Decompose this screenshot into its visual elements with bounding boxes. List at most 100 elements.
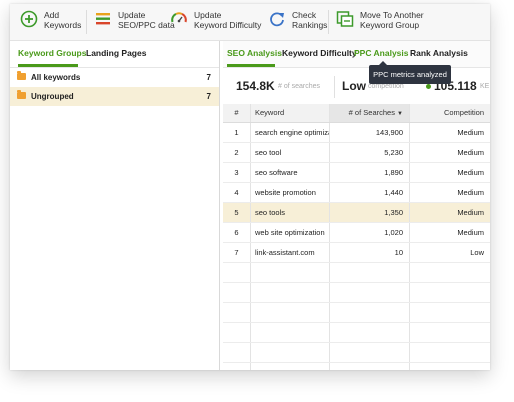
cell-searches: 5,230 <box>330 143 410 162</box>
keyword-groups-panel: Keyword Groups Landing Pages All keyword… <box>10 41 220 370</box>
cell-keyword: seo tools <box>251 203 330 222</box>
empty-cell <box>251 263 330 282</box>
tab-landing-pages[interactable]: Landing Pages <box>86 48 147 58</box>
cell-searches: 1,440 <box>330 183 410 202</box>
tab-rank-analysis[interactable]: Rank Analysis <box>410 48 468 58</box>
cell-competition: Medium <box>457 168 484 177</box>
move-keyword-group-button[interactable]: Move To Another Keyword Group <box>336 10 424 36</box>
empty-cell <box>223 263 251 282</box>
cell-competition: Medium <box>457 128 484 137</box>
app-window: Add Keywords Update SEO/PPC data Update … <box>10 4 490 370</box>
sort-desc-icon: ▼ <box>397 111 403 117</box>
empty-row <box>223 363 490 370</box>
table-row[interactable]: 7 link-assistant.com 10 Low <box>223 243 490 263</box>
cell-keyword: link-assistant.com <box>251 243 330 262</box>
empty-cell <box>223 363 251 370</box>
table-row[interactable]: 2 seo tool 5,230 Medium <box>223 143 490 163</box>
cell-competition: Medium <box>457 228 484 237</box>
table-row[interactable]: 4 website promotion 1,440 Medium <box>223 183 490 203</box>
check-rankings-button[interactable]: Check Rankings <box>268 10 327 36</box>
update-data-icon <box>96 13 110 25</box>
cell-searches: 143,900 <box>330 123 410 142</box>
ppc-tooltip: PPC metrics analyzed <box>369 61 451 84</box>
header-searches-label: # of Searches <box>348 108 395 117</box>
empty-cell <box>223 343 251 362</box>
toolbar-divider <box>86 10 87 34</box>
move-keyword-group-label: Move To Another Keyword Group <box>360 10 424 30</box>
empty-cell <box>251 303 330 322</box>
table-row[interactable]: 1 search engine optimiza 143,900 Medium <box>223 123 490 143</box>
empty-cell <box>330 263 410 282</box>
cell-number: 2 <box>223 143 251 162</box>
empty-cell <box>410 363 490 370</box>
group-name: Ungrouped <box>31 92 74 101</box>
cell-keyword: search engine optimiza <box>251 123 330 142</box>
cell-number: 3 <box>223 163 251 182</box>
empty-cell <box>410 283 490 302</box>
tab-keyword-groups[interactable]: Keyword Groups <box>18 48 87 58</box>
empty-cell <box>251 343 330 362</box>
cell-number: 7 <box>223 243 251 262</box>
cell-competition: Medium <box>457 208 484 217</box>
status-dot <box>426 84 431 89</box>
group-count: 7 <box>206 92 211 101</box>
update-keyword-difficulty-button[interactable]: Update Keyword Difficulty <box>170 10 261 36</box>
empty-cell <box>223 283 251 302</box>
folder-icon <box>17 90 26 99</box>
tab-keyword-difficulty[interactable]: Keyword Difficulty <box>282 48 357 58</box>
cell-searches: 1,350 <box>330 203 410 222</box>
cell-keyword: website promotion <box>251 183 330 202</box>
empty-row <box>223 263 490 283</box>
searches-total: 154.8K <box>236 79 275 93</box>
table-row[interactable]: 3 seo software 1,890 Medium <box>223 163 490 183</box>
cell-searches: 1,890 <box>330 163 410 182</box>
active-tab-indicator <box>18 64 78 67</box>
tab-seo-analysis[interactable]: SEO Analysis <box>227 48 282 58</box>
group-count: 7 <box>206 73 211 82</box>
table-row[interactable]: 6 web site optimization 1,020 Medium <box>223 223 490 243</box>
competition-value: Low <box>342 79 366 93</box>
refresh-icon <box>270 12 284 27</box>
header-keyword[interactable]: Keyword <box>251 104 330 122</box>
toolbar: Add Keywords Update SEO/PPC data Update … <box>10 4 490 41</box>
empty-cell <box>410 263 490 282</box>
analysis-panel: SEO Analysis Keyword Difficulty PPC Anal… <box>223 41 490 370</box>
cell-competition: Medium <box>457 148 484 157</box>
add-keywords-button[interactable]: Add Keywords <box>20 10 81 36</box>
empty-cell <box>330 343 410 362</box>
cell-number: 6 <box>223 223 251 242</box>
check-rankings-label: Check Rankings <box>292 10 328 30</box>
folder-icon <box>17 71 26 80</box>
update-keyword-difficulty-label: Update Keyword Difficulty <box>194 10 262 30</box>
empty-row <box>223 283 490 303</box>
toolbar-divider <box>328 10 329 34</box>
empty-row <box>223 343 490 363</box>
update-seo-ppc-button[interactable]: Update SEO/PPC data <box>94 10 175 36</box>
searches-label: # of searches <box>278 83 321 90</box>
competition-label: competition <box>368 83 404 90</box>
keywords-table: # Keyword # of Searches ▼ Competition 1 … <box>223 104 490 370</box>
update-seo-ppc-label: Update SEO/PPC data <box>118 10 175 30</box>
empty-cell <box>410 323 490 342</box>
kei-label: KE <box>480 83 490 90</box>
header-number[interactable]: # <box>223 104 251 122</box>
move-group-icon <box>336 11 354 27</box>
add-keywords-label: Add Keywords <box>44 10 82 30</box>
empty-cell <box>410 303 490 322</box>
group-item-ungrouped[interactable]: Ungrouped 7 <box>10 87 219 106</box>
empty-row <box>223 323 490 343</box>
cell-keyword: seo tool <box>251 143 330 162</box>
cell-searches: 1,020 <box>330 223 410 242</box>
tab-ppc-analysis[interactable]: PPC Analysis <box>354 48 409 58</box>
active-tab-indicator <box>227 64 275 67</box>
table-row-selected[interactable]: 5 seo tools 1,350 Medium <box>223 203 490 223</box>
cell-number: 5 <box>223 203 251 222</box>
cell-keyword: web site optimization <box>251 223 330 242</box>
group-item-all-keywords[interactable]: All keywords 7 <box>10 68 219 87</box>
cell-keyword: seo software <box>251 163 330 182</box>
header-searches[interactable]: # of Searches ▼ <box>330 104 410 122</box>
header-competition[interactable]: Competition <box>443 108 484 117</box>
empty-cell <box>330 363 410 370</box>
empty-cell <box>223 303 251 322</box>
cell-searches: 10 <box>330 243 410 262</box>
